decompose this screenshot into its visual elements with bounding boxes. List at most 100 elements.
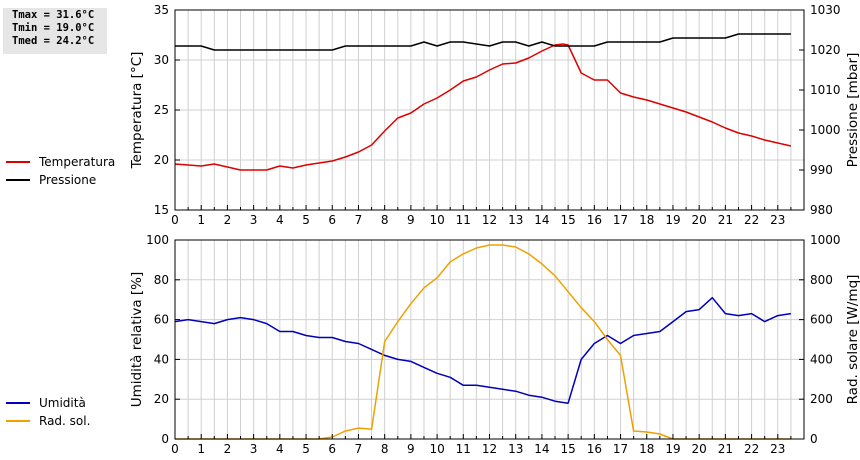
x-tick-label: 22 [744, 213, 759, 227]
y-tick-label-right: 800 [810, 273, 833, 287]
x-tick-label: 4 [276, 213, 284, 227]
y-tick-label-right: 200 [810, 392, 833, 406]
legend-item-temperatura: Temperatura [6, 153, 115, 171]
x-tick-label: 16 [587, 213, 602, 227]
legend-top: Temperatura Pressione [6, 153, 115, 189]
chart-panel-1: 0 1 2 3 4 5 6 7 8 9 10 11 12 13 14 15 16 17 18 19 20 21 22 2315… [129, 3, 860, 227]
legend-label-temperatura: Temperatura [39, 155, 116, 169]
y-tick-label-right: 1000 [810, 233, 841, 247]
x-tick-label: 19 [665, 442, 680, 456]
chart-panel-2: 0 1 2 3 4 5 6 7 8 9 10 11 12 13 14 15 16 17 18 19 20 21 22 2302… [129, 233, 860, 456]
legend-swatch-temperatura [6, 161, 30, 163]
y-tick-label-right: 1010 [810, 83, 841, 97]
legend-label-pressione: Pressione [39, 173, 97, 187]
x-tick-label: 23 [770, 213, 785, 227]
legend-item-radsol: Rad. sol. [6, 412, 90, 430]
x-tick-label: 16 [587, 442, 602, 456]
x-tick-label: 15 [560, 442, 575, 456]
y-tick-label-right: 1030 [810, 3, 841, 17]
x-tick-label: 6 [328, 213, 336, 227]
x-tick-label: 13 [508, 442, 523, 456]
x-tick-label: 11 [456, 213, 471, 227]
x-tick-label: 21 [718, 442, 733, 456]
x-tick-label: 8 [381, 213, 389, 227]
legend-swatch-radsol [6, 420, 30, 422]
x-tick-label: 2 [224, 213, 232, 227]
x-tick-label: 18 [639, 442, 654, 456]
x-tick-label: 5 [302, 442, 310, 456]
tmin-text: Tmin = 19.0°C [12, 22, 95, 34]
x-tick-label: 7 [355, 213, 363, 227]
stats-box: Tmax = 31.6°C Tmin = 19.0°C Tmed = 24.2°… [3, 8, 107, 54]
x-tick-label: 20 [692, 213, 707, 227]
y-tick-label-left: 15 [154, 203, 169, 217]
legend-label-radsol: Rad. sol. [39, 414, 91, 428]
x-tick-label: 7 [355, 442, 363, 456]
legend-label-umidita: Umidità [39, 396, 86, 410]
y-axis-label-left: Temperatura [°C] [129, 52, 145, 170]
x-tick-label: 10 [429, 442, 444, 456]
x-tick-label: 1 [197, 442, 205, 456]
y-tick-label-right: 990 [810, 163, 833, 177]
y-axis-label-left: Umidità relativa [%] [129, 272, 145, 408]
y-tick-label-left: 40 [154, 352, 169, 366]
x-tick-label: 14 [534, 442, 549, 456]
y-axis-label-right: Rad. solare [W/mq] [845, 275, 860, 405]
x-tick-label: 17 [613, 213, 628, 227]
y-tick-label-left: 30 [154, 53, 169, 67]
tmed-text: Tmed = 24.2°C [12, 35, 95, 47]
legend-item-umidita: Umidità [6, 394, 90, 412]
y-tick-label-left: 0 [161, 432, 169, 446]
x-tick-label: 21 [718, 213, 733, 227]
y-tick-label-left: 20 [154, 153, 169, 167]
series-line-umidit [174, 296, 792, 404]
x-tick-label: 9 [407, 442, 415, 456]
x-tick-label: 23 [770, 442, 785, 456]
x-tick-label: 10 [429, 213, 444, 227]
x-tick-label: 0 [171, 442, 179, 456]
y-tick-label-left: 25 [154, 103, 169, 117]
x-tick-label: 2 [224, 442, 232, 456]
y-tick-label-right: 0 [810, 432, 818, 446]
x-tick-label: 9 [407, 213, 415, 227]
y-tick-label-right: 1020 [810, 43, 841, 57]
x-tick-label: 3 [250, 213, 258, 227]
y-tick-label-left: 80 [154, 273, 169, 287]
series-line-temperatura [174, 43, 792, 171]
y-tick-label-left: 60 [154, 313, 169, 327]
y-axis-label-right: Pressione [mbar] [845, 53, 860, 168]
y-tick-label-right: 980 [810, 203, 833, 217]
legend-bottom: Umidità Rad. sol. [6, 394, 90, 430]
x-tick-label: 5 [302, 213, 310, 227]
x-tick-label: 11 [456, 442, 471, 456]
x-tick-label: 13 [508, 213, 523, 227]
legend-item-pressione: Pressione [6, 171, 115, 189]
x-tick-label: 3 [250, 442, 258, 456]
tmax-text: Tmax = 31.6°C [12, 9, 95, 21]
y-tick-label-left: 100 [146, 233, 169, 247]
x-tick-label: 15 [560, 213, 575, 227]
y-tick-label-right: 600 [810, 313, 833, 327]
y-tick-label-left: 35 [154, 3, 169, 17]
x-tick-label: 6 [328, 442, 336, 456]
x-tick-label: 18 [639, 213, 654, 227]
legend-swatch-umidita [6, 402, 30, 404]
series-line-pressione [175, 33, 791, 51]
x-tick-label: 0 [171, 213, 179, 227]
y-tick-label-left: 20 [154, 392, 169, 406]
x-tick-label: 20 [692, 442, 707, 456]
x-tick-label: 14 [534, 213, 549, 227]
y-tick-label-right: 400 [810, 352, 833, 366]
legend-swatch-pressione [6, 179, 30, 181]
x-tick-label: 12 [482, 213, 497, 227]
x-tick-label: 12 [482, 442, 497, 456]
x-tick-label: 17 [613, 442, 628, 456]
x-tick-label: 1 [197, 213, 205, 227]
x-tick-label: 22 [744, 442, 759, 456]
x-tick-label: 8 [381, 442, 389, 456]
x-tick-label: 4 [276, 442, 284, 456]
y-tick-label-right: 1000 [810, 123, 841, 137]
x-tick-label: 19 [665, 213, 680, 227]
series-line-rad-sol [175, 244, 791, 440]
